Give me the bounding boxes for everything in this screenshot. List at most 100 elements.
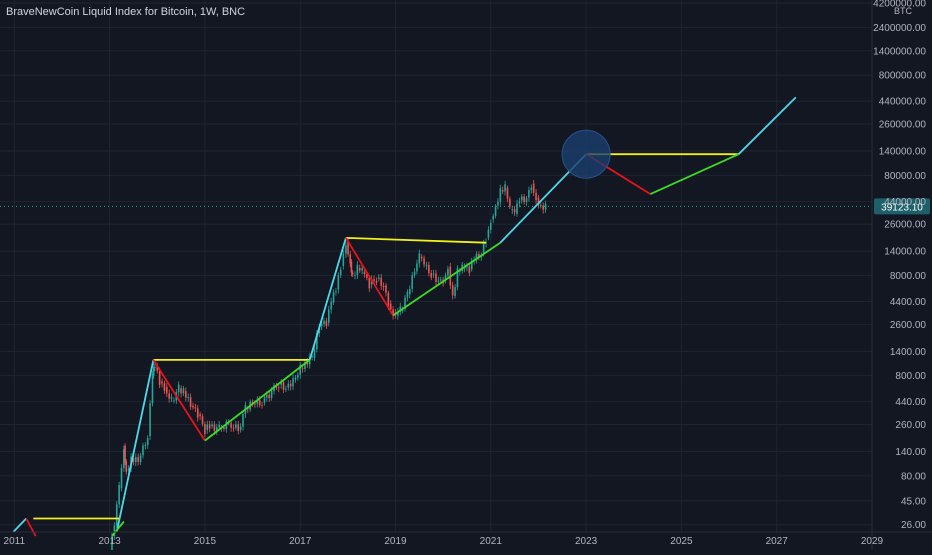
candle-body: [313, 349, 316, 359]
candle-body: [268, 394, 271, 399]
candle-body: [532, 183, 535, 193]
last-price-tag: [874, 198, 930, 215]
x-tick-label: 2027: [766, 536, 789, 547]
candle-body: [170, 397, 173, 399]
y-tick-label: 440000.00: [879, 97, 927, 108]
y-tick-label: 80.00: [901, 471, 926, 482]
bull-run-line: [308, 237, 347, 361]
accumulation-line: [204, 359, 311, 442]
candle-body: [418, 253, 421, 264]
candle-body: [242, 413, 244, 427]
candle-body: [378, 277, 380, 279]
candle-body: [454, 287, 456, 296]
accumulation-line: [392, 241, 501, 317]
candle-body: [211, 424, 213, 427]
candle-body: [537, 197, 540, 206]
candle-body: [389, 303, 392, 310]
candle-body: [425, 264, 428, 266]
candle-body: [177, 384, 180, 393]
y-tick-label: 4400.00: [890, 297, 927, 308]
candle-body: [432, 273, 435, 275]
last-price-label: 39123.10: [881, 202, 923, 213]
candle-body: [123, 449, 125, 468]
candle-body: [363, 271, 366, 275]
candle-body: [213, 424, 216, 432]
candle-body: [124, 445, 126, 462]
y-tick-label: 26.00: [901, 520, 926, 531]
y-tick-label: 44000.00: [884, 197, 926, 208]
candle-body: [285, 388, 287, 390]
candle-body: [263, 397, 266, 403]
candle-body: [356, 264, 359, 275]
candle-body: [297, 374, 299, 378]
candle-body: [423, 258, 425, 265]
candle-body: [501, 190, 504, 192]
candle-body: [173, 400, 175, 402]
candle-body: [542, 205, 545, 210]
candle-body: [320, 324, 323, 327]
candle-body: [137, 457, 139, 462]
candle-body: [528, 190, 530, 198]
candle-body: [325, 320, 328, 326]
candle-body: [354, 274, 356, 276]
candle-body: [335, 291, 337, 293]
candle-body: [399, 306, 402, 312]
y-tick-label: 8000.00: [890, 271, 927, 282]
candle-body: [444, 275, 447, 280]
candle-body: [530, 187, 533, 191]
candle-body: [420, 256, 423, 259]
candle-body: [392, 309, 394, 316]
candle-body: [232, 427, 235, 429]
candle-body: [494, 206, 497, 216]
ath-level-line: [345, 237, 487, 244]
candle-body: [451, 285, 454, 296]
candle-body: [430, 272, 433, 278]
y-tick-label: 140.00: [895, 447, 926, 458]
candle-body: [111, 536, 113, 555]
candle-body: [216, 427, 218, 432]
y-tick-label: 45.00: [901, 496, 926, 507]
candle-body: [535, 192, 537, 201]
candle-body: [497, 201, 499, 206]
candle-body: [218, 424, 220, 428]
candle-body: [404, 297, 406, 309]
bull-run-line: [12, 517, 27, 533]
candle-body: [487, 229, 490, 238]
candle-body: [544, 203, 547, 210]
candle-body: [196, 408, 199, 418]
candle-body: [492, 215, 494, 220]
candle-body: [161, 381, 163, 384]
candle-body: [256, 399, 259, 404]
candle-body: [142, 445, 144, 456]
candle-body: [201, 416, 204, 425]
x-tick-label: 2019: [384, 536, 407, 547]
y-tick-label: 80000.00: [884, 171, 926, 182]
chart-title: BraveNewCoin Liquid Index for Bitcoin, 1…: [6, 6, 246, 18]
candle-body: [251, 401, 254, 404]
y-tick-label: 4200000.00: [873, 0, 926, 10]
candle-body: [439, 279, 442, 281]
candle-body: [151, 373, 154, 404]
candle-body: [304, 362, 306, 369]
candle-body: [282, 382, 285, 390]
y-tick-label: 140000.00: [879, 146, 927, 157]
candle-body: [180, 388, 182, 394]
candle-body: [437, 280, 440, 282]
candle-body: [380, 277, 383, 286]
candle-body: [411, 275, 413, 289]
x-tick-label: 2011: [4, 536, 26, 547]
candle-body: [280, 382, 282, 385]
candle-body: [350, 261, 353, 273]
candle-body: [504, 184, 506, 192]
bear-market-line: [152, 359, 206, 442]
candle-body: [342, 253, 345, 266]
candle-body: [294, 377, 297, 380]
candle-body: [540, 205, 542, 206]
bull-run-line: [737, 96, 797, 155]
candle-body: [489, 222, 492, 230]
candle-body: [382, 285, 385, 287]
candle-body: [115, 504, 118, 526]
candle-body: [513, 209, 516, 213]
